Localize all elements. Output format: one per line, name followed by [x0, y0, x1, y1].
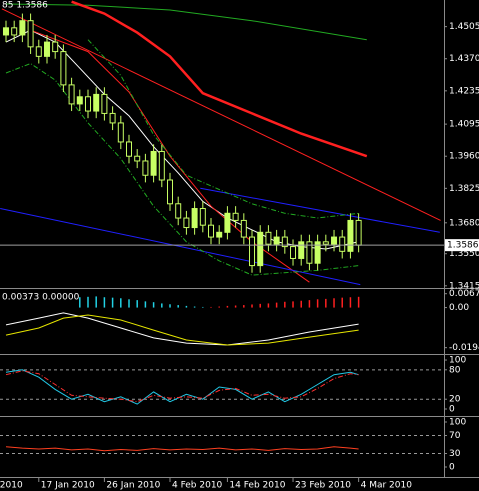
y-tick-label: 1.3960 — [449, 152, 479, 162]
candle-body — [60, 51, 67, 86]
candle-body — [257, 231, 264, 267]
candle-body — [158, 150, 165, 181]
candle-body — [281, 236, 288, 248]
y-tick-label: 1.4505 — [449, 22, 479, 32]
y-tick-label: 0.00 — [449, 303, 469, 313]
candle-body — [265, 231, 272, 245]
candle-body — [11, 27, 18, 36]
candle-body — [216, 231, 223, 238]
indicator-line — [5, 446, 359, 452]
indicator-line — [5, 312, 359, 346]
y-tick-label: 1.3550 — [449, 249, 479, 259]
candle-body — [273, 236, 280, 245]
y-tick-label: 1.3680 — [449, 218, 479, 228]
x-tick-label: 17 Jan 2010 — [41, 481, 95, 491]
candle-body — [2, 27, 9, 36]
x-tick-label: 4 Feb 2010 — [172, 481, 223, 491]
indicator-line — [5, 3, 367, 41]
candle-body — [126, 141, 133, 157]
chart-header: 85 1.3586 — [2, 1, 48, 11]
candle-body — [199, 208, 206, 226]
candle-body — [314, 241, 321, 264]
indicator-line — [1, 8, 441, 221]
y-tick-label: 1.3825 — [449, 184, 479, 194]
candle-body — [43, 41, 50, 57]
candle-body — [93, 93, 100, 112]
candle-body — [175, 203, 182, 219]
candle-body — [306, 241, 313, 264]
x-tick-label: 26 Jan 2010 — [106, 481, 160, 491]
current-price-label: 1.3586 — [447, 241, 479, 251]
candle-body — [150, 150, 157, 176]
candle-body — [290, 246, 297, 259]
candle-body — [109, 112, 116, 124]
y-tick-label: 0 — [449, 463, 455, 473]
candle-body — [183, 217, 190, 229]
x-tick-label: 2010 — [0, 481, 23, 491]
x-tick-label: 23 Feb 2010 — [295, 481, 351, 491]
y-tick-label: 100 — [449, 356, 466, 366]
candle-body — [191, 208, 198, 229]
y-tick-label: 1.3415 — [449, 281, 479, 291]
candle-body — [240, 219, 247, 238]
candle-body — [27, 20, 34, 48]
x-tick-label: 14 Feb 2010 — [229, 481, 285, 491]
y-tick-label: 1.4235 — [449, 86, 479, 96]
candle-body — [298, 241, 305, 259]
candle-body — [52, 41, 59, 53]
candle-body — [331, 236, 338, 245]
indicator-line — [5, 369, 359, 405]
candle-body — [76, 96, 83, 105]
candle-body — [322, 241, 329, 245]
candle-body — [101, 93, 108, 114]
indicator-line — [5, 62, 359, 276]
candle-body — [19, 20, 26, 36]
y-tick-label: 100 — [449, 418, 466, 428]
candle-body — [35, 46, 42, 57]
y-tick-label: -0.0194 — [449, 343, 479, 353]
y-tick-label: 70 — [449, 431, 461, 441]
candle-body — [224, 212, 231, 233]
y-tick-label: 0 — [449, 405, 455, 415]
candle-body — [347, 219, 354, 252]
candle-body — [208, 224, 215, 238]
x-tick-label: 4 Mar 2010 — [361, 481, 413, 491]
indicator-line — [200, 187, 440, 233]
indicator-line — [5, 314, 359, 346]
candle-body — [142, 160, 149, 176]
candle-body — [249, 236, 256, 267]
y-tick-label: 30 — [449, 449, 461, 459]
candle-body — [167, 179, 174, 205]
candle-body — [339, 236, 346, 252]
indicator-line — [5, 370, 359, 403]
candle-body — [84, 96, 91, 112]
indicator-line — [0, 208, 361, 286]
y-tick-label: 80 — [449, 365, 461, 375]
indicator-line — [71, 0, 368, 158]
indicator-header: 0.00373 0.00000 — [2, 293, 80, 303]
candle-body — [117, 122, 124, 143]
y-tick-label: 0.00671 — [449, 289, 479, 299]
candle-body — [232, 212, 239, 221]
y-tick-label: 1.4095 — [449, 120, 479, 130]
y-tick-label: 20 — [449, 395, 461, 405]
indicator-line — [87, 39, 359, 219]
y-tick-label: 1.4370 — [449, 54, 479, 64]
current-price-box — [445, 239, 479, 252]
candle-body — [134, 155, 141, 162]
candle-body — [68, 84, 75, 105]
candle-body — [355, 219, 362, 246]
